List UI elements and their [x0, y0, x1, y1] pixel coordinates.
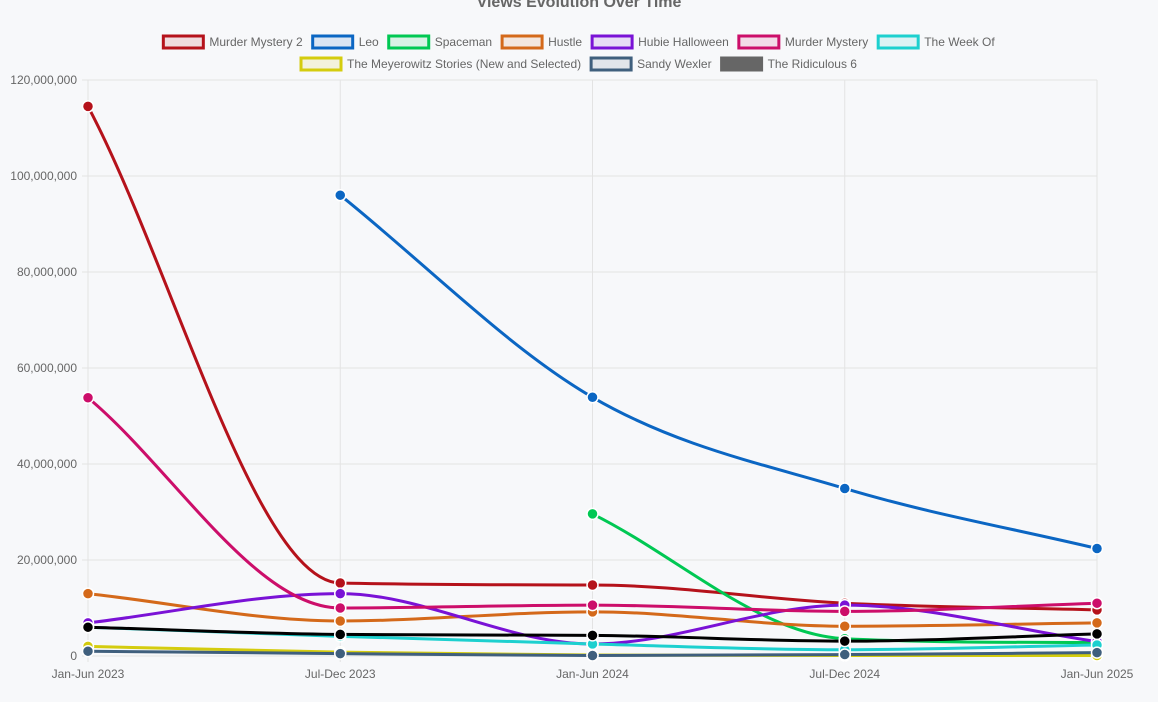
data-point-sandy-wexler: [838, 648, 851, 661]
x-tick-label: Jan-Jun 2024: [556, 667, 629, 681]
y-tick-label: 0: [70, 649, 77, 663]
series-line-murder-mystery: [86, 396, 1099, 613]
legend-label-murder-mystery-2: Murder Mystery 2: [209, 35, 303, 49]
data-point-the-ridiculous-6: [81, 620, 95, 634]
data-point-spaceman: [586, 507, 599, 521]
chart-title: Views Evolution Over Time: [476, 0, 682, 11]
legend-swatch-spaceman: [387, 34, 431, 50]
y-tick-label: 120,000,000: [10, 73, 77, 87]
x-tick-label: Jul-Dec 2023: [305, 667, 376, 681]
legend-label-hubie-halloween: Hubie Halloween: [638, 35, 729, 49]
y-tick-label: 20,000,000: [17, 553, 77, 567]
data-point-murder-mystery: [586, 598, 599, 612]
data-point-murder-mystery-2: [586, 578, 599, 592]
legend-label-the-week-of: The Week Of: [924, 35, 995, 49]
legend-label-hustle: Hustle: [548, 35, 582, 49]
y-tick-label: 100,000,000: [10, 169, 77, 183]
legend-label-leo: Leo: [359, 35, 379, 49]
data-point-hubie-halloween: [334, 587, 347, 600]
legend-swatch-leo: [311, 34, 355, 50]
data-point-hustle: [334, 614, 347, 628]
x-tick-label: Jul-Dec 2024: [809, 667, 880, 681]
data-point-the-ridiculous-6: [586, 629, 599, 642]
y-tick-label: 40,000,000: [17, 457, 77, 471]
data-point-sandy-wexler: [81, 644, 95, 658]
legend-label-the-ridiculous-6: The Ridiculous 6: [768, 57, 858, 71]
data-point-hustle: [81, 587, 95, 600]
data-point-leo: [586, 391, 599, 404]
series-line-leo: [338, 193, 1099, 550]
data-point-murder-mystery: [838, 605, 851, 618]
data-point-murder-mystery: [1090, 596, 1104, 610]
legend-swatch-the-meyerowitz-stories-new-and-selected: [299, 56, 343, 72]
legend-swatch-sandy-wexler: [589, 56, 633, 72]
legend-label-the-meyerowitz-stories-new-and-selected: The Meyerowitz Stories (New and Selected…: [347, 57, 581, 71]
data-point-sandy-wexler: [334, 647, 347, 660]
data-point-murder-mystery-2: [81, 100, 95, 113]
series-line-murder-mystery-2: [86, 104, 1099, 612]
data-point-leo: [838, 482, 851, 495]
legend-label-spaceman: Spaceman: [435, 35, 492, 49]
legend-label-sandy-wexler: Sandy Wexler: [637, 57, 711, 71]
data-point-sandy-wexler: [586, 649, 599, 662]
data-point-the-ridiculous-6: [334, 628, 347, 641]
legend-swatch-hubie-halloween: [590, 34, 634, 50]
data-point-hustle: [1090, 616, 1104, 630]
data-point-leo: [1090, 542, 1104, 555]
data-point-murder-mystery-2: [334, 576, 347, 590]
data-point-the-ridiculous-6: [1090, 627, 1104, 641]
data-point-sandy-wexler: [1090, 646, 1104, 659]
x-tick-label: Jan-Jun 2025: [1061, 667, 1134, 681]
legend-swatch-the-ridiculous-6: [720, 56, 764, 72]
legend-label-murder-mystery: Murder Mystery: [785, 35, 868, 49]
y-tick-label: 80,000,000: [17, 265, 77, 279]
x-tick-label: Jan-Jun 2023: [52, 667, 125, 681]
data-point-leo: [334, 188, 347, 202]
legend-swatch-murder-mystery: [737, 34, 781, 50]
data-point-hustle: [838, 619, 851, 633]
data-point-murder-mystery: [334, 601, 347, 615]
data-point-murder-mystery: [81, 391, 95, 405]
data-point-the-ridiculous-6: [838, 634, 851, 648]
legend-swatch-murder-mystery-2: [161, 34, 205, 50]
legend-swatch-the-week-of: [876, 34, 920, 50]
y-tick-label: 60,000,000: [17, 361, 77, 375]
legend-swatch-hustle: [500, 34, 544, 50]
